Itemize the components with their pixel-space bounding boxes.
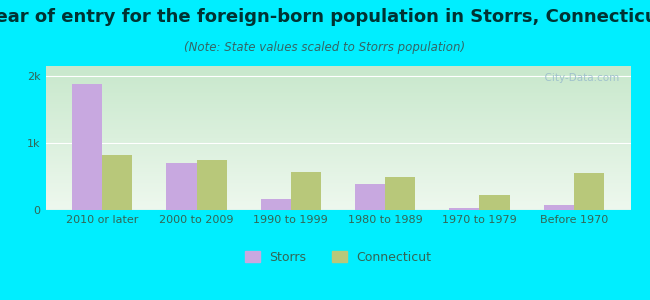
Bar [543,205,574,210]
Text: City-Data.com: City-Data.com [538,73,619,83]
Bar [385,176,415,210]
Bar [72,84,102,210]
Bar [291,172,321,210]
Bar [261,199,291,210]
Bar [196,160,227,210]
Bar [166,163,196,210]
Bar [480,195,510,210]
Legend: Storrs, Connecticut: Storrs, Connecticut [239,245,437,268]
Text: (Note: State values scaled to Storrs population): (Note: State values scaled to Storrs pop… [185,40,465,53]
Bar [449,208,480,210]
Bar [102,155,133,210]
Bar [574,173,604,210]
Bar [355,184,385,210]
Text: Year of entry for the foreign-born population in Storrs, Connecticut: Year of entry for the foreign-born popul… [0,8,650,26]
